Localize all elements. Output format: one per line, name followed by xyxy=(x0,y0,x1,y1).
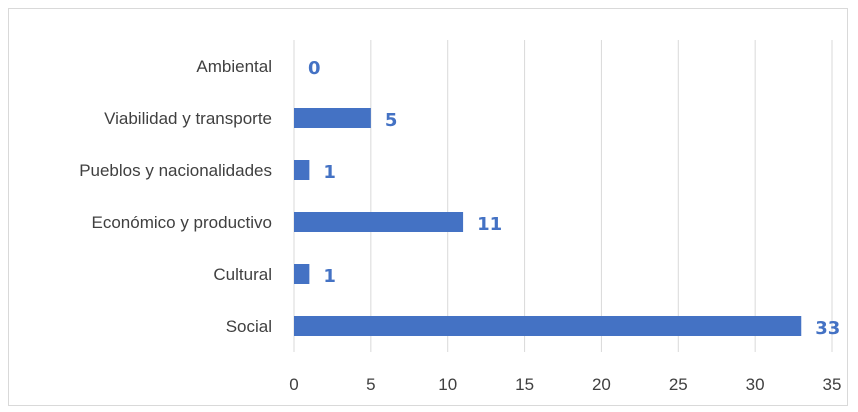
data-label-viabilidad-y-transporte: 5 xyxy=(385,110,398,131)
bar-viabilidad-y-transporte xyxy=(294,108,371,128)
category-label-social: Social xyxy=(226,317,272,336)
bar-econ-mico-y-productivo xyxy=(294,212,464,232)
chart-frame xyxy=(8,8,848,406)
x-tick-label-5: 5 xyxy=(366,375,375,394)
x-tick-label-30: 30 xyxy=(746,375,765,394)
bar-cultural xyxy=(294,264,310,284)
data-label-ambiental: 0 xyxy=(308,58,321,79)
gridlines xyxy=(293,40,833,352)
category-label-viabilidad-y-transporte: Viabilidad y transporte xyxy=(104,109,272,128)
category-label-ambiental: Ambiental xyxy=(196,57,272,76)
category-label-pueblos-y-nacionalidades: Pueblos y nacionalidades xyxy=(79,161,272,180)
x-tick-label-35: 35 xyxy=(823,375,842,394)
category-label-cultural: Cultural xyxy=(213,265,272,284)
category-labels: Ambiental Viabilidad y transporte Pueblos … xyxy=(79,57,272,336)
x-tick-label-15: 15 xyxy=(515,375,534,394)
category-label-econ-mico-y-productivo: Económico y productivo xyxy=(92,213,272,232)
data-label-pueblos-y-nacionalidades: 1 xyxy=(323,162,336,183)
bar-social xyxy=(294,316,802,336)
x-tick-label-20: 20 xyxy=(592,375,611,394)
bar-pueblos-y-nacionalidades xyxy=(294,160,310,180)
x-tick-label-10: 10 xyxy=(438,375,457,394)
data-label-econ-mico-y-productivo: 11 xyxy=(477,214,502,235)
data-label-social: 33 xyxy=(815,318,840,339)
bars xyxy=(294,108,802,336)
x-axis-tick-labels: 0 5 10 15 20 25 30 35 xyxy=(289,375,841,394)
data-label-cultural: 1 xyxy=(323,266,336,287)
x-tick-label-0: 0 xyxy=(289,375,298,394)
x-tick-label-25: 25 xyxy=(669,375,688,394)
